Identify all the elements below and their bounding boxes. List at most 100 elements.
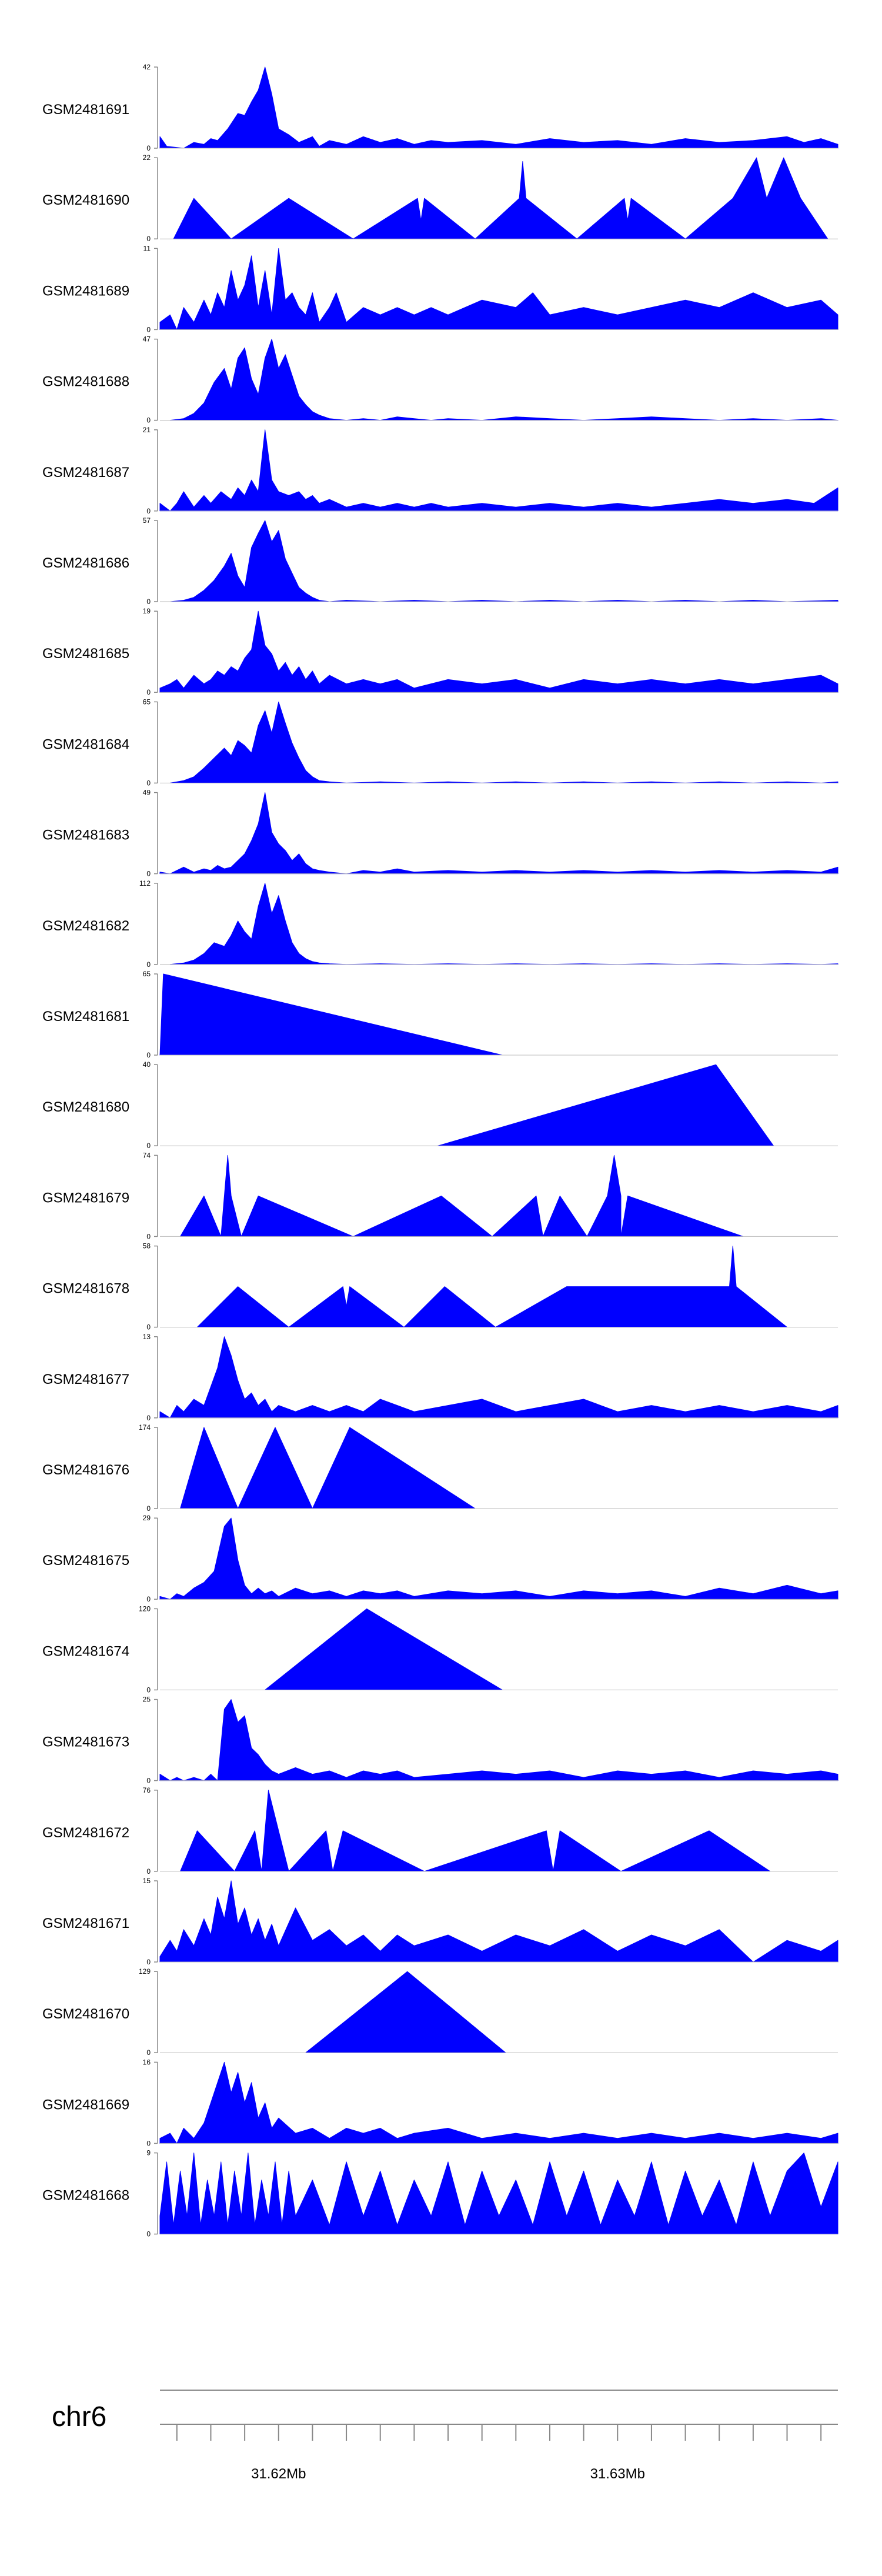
coverage-area <box>159 973 503 1056</box>
coverage-area <box>169 520 838 602</box>
y-min-label: 0 <box>146 507 151 515</box>
track-label: GSM2481685 <box>42 646 129 662</box>
track-label: GSM2481673 <box>42 1734 129 1750</box>
track-label: GSM2481678 <box>42 1281 129 1297</box>
y-min-label: 0 <box>146 1867 151 1876</box>
y-min-label: 0 <box>146 870 151 878</box>
track-label: GSM2481690 <box>42 192 129 208</box>
chromosome-label: chr6 <box>52 2401 106 2432</box>
y-min-label: 0 <box>146 1686 151 1694</box>
y-min-label: 0 <box>146 325 151 333</box>
track-GSM2481668: 9 0 GSM2481668 <box>42 2149 838 2238</box>
y-min-label: 0 <box>146 1323 151 1332</box>
track-label: GSM2481684 <box>42 736 129 752</box>
chromosome-ideogram: chr6 <box>52 2390 838 2432</box>
track-GSM2481681: 65 0 GSM2481681 <box>42 970 838 1059</box>
track-label: GSM2481670 <box>42 2006 129 2022</box>
y-min-label: 0 <box>146 779 151 787</box>
track-label: GSM2481680 <box>42 1099 129 1115</box>
y-max-label: 49 <box>143 789 151 797</box>
y-max-label: 65 <box>143 970 151 978</box>
track-label: GSM2481689 <box>42 283 129 299</box>
y-max-label: 11 <box>143 244 151 252</box>
track-GSM2481688: 47 0 GSM2481688 <box>42 335 838 425</box>
coverage-area <box>169 701 838 783</box>
y-max-label: 120 <box>139 1604 151 1613</box>
y-max-label: 29 <box>143 1514 151 1522</box>
y-max-label: 174 <box>139 1423 151 1432</box>
coverage-area <box>196 1246 787 1328</box>
track-label: GSM2481687 <box>42 465 129 481</box>
coverage-area <box>305 1971 506 2053</box>
track-GSM2481669: 16 0 GSM2481669 <box>42 2058 838 2147</box>
track-GSM2481687: 21 0 GSM2481687 <box>42 426 838 515</box>
y-max-label: 21 <box>143 426 151 434</box>
track-label: GSM2481686 <box>42 555 129 571</box>
y-max-label: 58 <box>143 1242 151 1250</box>
y-max-label: 16 <box>143 2058 151 2066</box>
track-GSM2481677: 13 0 GSM2481677 <box>42 1333 838 1422</box>
track-GSM2481679: 74 0 GSM2481679 <box>42 1151 838 1240</box>
y-min-label: 0 <box>146 144 151 152</box>
y-max-label: 15 <box>143 1877 151 1885</box>
track-GSM2481685: 19 0 GSM2481685 <box>42 607 838 696</box>
track-label: GSM2481681 <box>42 1009 129 1025</box>
track-label: GSM2481691 <box>42 102 129 118</box>
y-min-label: 0 <box>146 960 151 969</box>
track-label: GSM2481668 <box>42 2188 129 2204</box>
track-label: GSM2481671 <box>42 1916 129 1931</box>
coverage-area <box>159 66 838 149</box>
y-max-label: 65 <box>143 698 151 706</box>
coverage-area <box>159 1336 838 1419</box>
track-label: GSM2481688 <box>42 374 129 390</box>
y-max-label: 76 <box>143 1786 151 1794</box>
track-label: GSM2481683 <box>42 827 129 843</box>
track-label: GSM2481674 <box>42 1643 129 1659</box>
y-max-label: 9 <box>146 2149 151 2157</box>
y-min-label: 0 <box>146 1142 151 1150</box>
y-max-label: 42 <box>143 63 151 71</box>
coverage-area <box>173 157 828 239</box>
y-max-label: 129 <box>139 1967 151 1976</box>
y-min-label: 0 <box>146 688 151 696</box>
track-label: GSM2481676 <box>42 1462 129 1478</box>
y-max-label: 47 <box>143 335 151 343</box>
track-GSM2481684: 65 0 GSM2481684 <box>42 698 838 787</box>
track-label: GSM2481679 <box>42 1190 129 1206</box>
y-min-label: 0 <box>146 416 151 425</box>
coverage-area <box>180 1154 744 1237</box>
coverage-area <box>159 1880 838 1963</box>
coverage-area <box>159 792 838 875</box>
coverage-area <box>169 339 838 421</box>
y-max-label: 112 <box>139 879 151 887</box>
track-GSM2481675: 29 0 GSM2481675 <box>42 1514 838 1603</box>
coverage-area <box>159 1517 838 1600</box>
y-min-label: 0 <box>146 1051 151 1059</box>
coverage-area <box>180 1427 476 1509</box>
coverage-area <box>159 248 838 330</box>
y-min-label: 0 <box>146 1595 151 1603</box>
genome-axis: 31.62Mb 31.63Mb <box>160 2424 838 2482</box>
y-min-label: 0 <box>146 1777 151 1785</box>
y-min-label: 0 <box>146 2230 151 2238</box>
coverage-area <box>159 429 838 512</box>
track-GSM2481673: 25 0 GSM2481673 <box>42 1696 838 1785</box>
axis-tick-label: 31.63Mb <box>590 2466 645 2482</box>
y-min-label: 0 <box>146 2139 151 2147</box>
track-GSM2481691: 42 0 GSM2481691 <box>42 63 838 152</box>
track-label: GSM2481682 <box>42 918 129 934</box>
y-max-label: 40 <box>143 1060 151 1069</box>
track-label: GSM2481675 <box>42 1553 129 1569</box>
coverage-area <box>159 2153 838 2235</box>
track-GSM2481670: 129 0 GSM2481670 <box>42 1967 838 2057</box>
y-min-label: 0 <box>146 2048 151 2057</box>
y-max-label: 22 <box>143 154 151 162</box>
track-label: GSM2481677 <box>42 1372 129 1387</box>
y-max-label: 74 <box>143 1151 151 1159</box>
coverage-area <box>169 883 838 965</box>
track-GSM2481678: 58 0 GSM2481678 <box>42 1242 838 1332</box>
track-GSM2481682: 112 0 GSM2481682 <box>42 879 838 969</box>
tracks-group: 42 0 GSM2481691 22 0 GSM2481690 11 0 GSM2481689 4… <box>42 63 838 2238</box>
track-GSM2481672: 76 0 GSM2481672 <box>42 1786 838 1876</box>
